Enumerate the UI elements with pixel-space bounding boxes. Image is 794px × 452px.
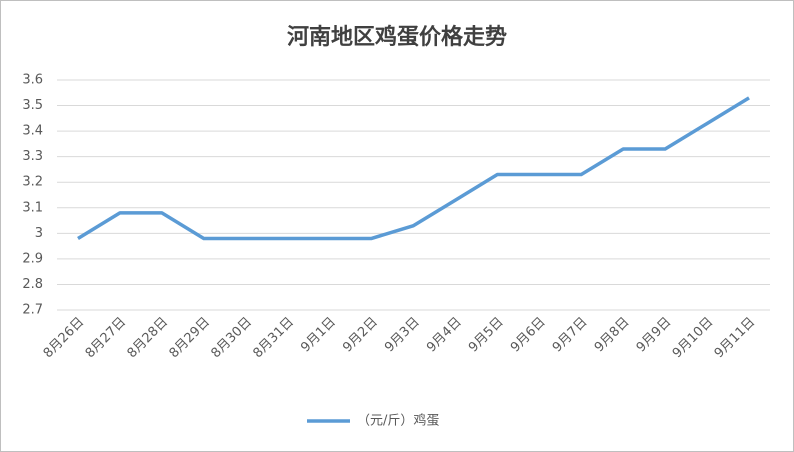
y-tick-label: 3.2 (22, 175, 43, 190)
legend-label: （元/斤）鸡蛋 (357, 413, 439, 429)
y-tick-label: 3.5 (22, 98, 43, 113)
y-tick-label: 3 (35, 226, 43, 241)
y-tick-label: 2.8 (22, 277, 43, 292)
chart-title: 河南地区鸡蛋价格走势 (287, 24, 507, 50)
y-tick-label: 3.1 (22, 200, 43, 215)
y-tick-label: 3.3 (22, 149, 43, 164)
y-tick-label: 2.7 (22, 303, 43, 318)
y-tick-label: 3.4 (22, 124, 43, 139)
line-series (77, 96, 750, 241)
y-tick-label: 2.9 (22, 251, 43, 266)
y-tick-label: 3.6 (22, 73, 43, 88)
